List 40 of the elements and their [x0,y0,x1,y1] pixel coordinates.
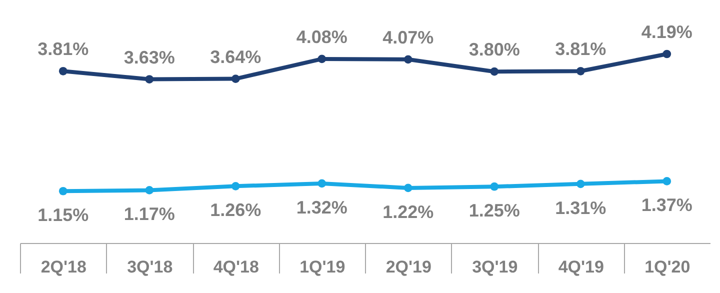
data-label: 3.81% [38,39,89,60]
point [318,54,326,64]
point [231,182,240,190]
data-label: 3.63% [124,47,175,68]
data-label: 4.07% [382,27,434,48]
point [490,67,499,76]
x-tick-label: 3Q'19 [472,258,518,276]
point [231,74,240,83]
x-tick-label: 2Q'18 [40,258,86,276]
data-label: 3.80% [468,40,520,60]
x-tick-label: 1Q'19 [300,258,346,276]
point [318,179,326,188]
data-label: 4.08% [296,26,348,47]
point [576,66,585,76]
x-tick-label: 4Q'19 [558,258,604,276]
point [576,180,585,188]
point [404,184,412,192]
data-label: 3.81% [555,39,606,60]
point [58,66,68,76]
data-label: 1.32% [296,197,348,218]
x-tick-label: 3Q'18 [127,258,173,276]
data-label: 1.37% [641,195,692,216]
x-tick-label: 1Q'20 [644,258,690,276]
data-label: 4.19% [641,22,692,42]
x-tick-label: 2Q'19 [386,258,432,276]
data-label: 1.22% [382,202,434,222]
point [662,177,672,186]
x-tick-label: 4Q'18 [213,258,259,276]
point [145,186,154,194]
point [404,55,412,64]
point [145,75,154,84]
point [662,50,672,58]
point [490,182,499,191]
data-label: 3.64% [210,46,262,67]
data-label: 1.25% [468,200,520,221]
data-label: 1.31% [555,198,606,218]
data-label: 1.15% [38,205,89,226]
data-label: 1.17% [124,204,175,224]
data-label: 1.26% [210,200,262,220]
point [58,186,68,196]
